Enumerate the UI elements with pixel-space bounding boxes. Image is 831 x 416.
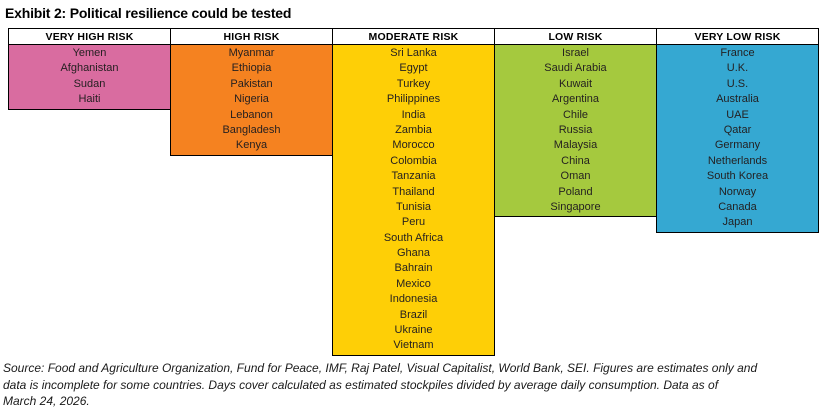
country-cell: Tunisia (395, 200, 432, 213)
country-cell: Ghana (396, 247, 431, 260)
column-header: LOW RISK (494, 28, 657, 45)
country-cell: Canada (718, 200, 757, 213)
country-cell: Singapore (550, 200, 601, 213)
country-cell: Morocco (392, 139, 435, 152)
country-cell: Saudi Arabia (544, 62, 607, 75)
country-cell: Kuwait (558, 77, 593, 90)
risk-table: VERY HIGH RISK Yemen Afghanistan Sudan Hait… (8, 28, 823, 356)
country-cell: Argentina (551, 93, 600, 106)
column-header: HIGH RISK (170, 28, 333, 45)
country-cell: Netherlands (707, 154, 768, 167)
source-line: March 24, 2026. (3, 394, 90, 408)
country-cell: Norway (718, 185, 757, 198)
country-cell: Russia (558, 123, 593, 136)
column-header-label: HIGH RISK (223, 30, 280, 43)
country-cell: Lebanon (230, 108, 273, 121)
country-cell: China (561, 154, 590, 167)
country-cell: Japan (722, 216, 753, 229)
country-cell: Sri Lanka (390, 47, 437, 59)
country-cell: Peru (401, 216, 426, 229)
country-cell: Bangladesh (222, 123, 281, 136)
country-cell: Israel (562, 47, 589, 59)
country-cell: South Korea (706, 170, 769, 183)
column-header: VERY LOW RISK (656, 28, 819, 45)
country-cell: Qatar (723, 123, 752, 136)
risk-column-very-low: VERY LOW RISK France U.K. U.S. Australia UAE… (656, 28, 819, 233)
column-header: VERY HIGH RISK (8, 28, 171, 45)
column-header-label: LOW RISK (548, 30, 603, 43)
country-cell: Haiti (78, 93, 101, 106)
country-cell: Myanmar (228, 47, 275, 59)
country-cell: Zambia (395, 123, 432, 136)
country-list: Myanmar Ethiopia Pakistan Nigeria Lebanon Ban… (170, 45, 333, 156)
country-list: France U.K. U.S. Australia UAE Qatar Germany Ne… (656, 45, 819, 233)
country-cell: U.K. (726, 62, 749, 75)
column-header-label: VERY LOW RISK (694, 30, 781, 43)
country-cell: France (720, 47, 755, 59)
country-cell: Afghanistan (60, 62, 119, 75)
country-cell: Tanzania (391, 170, 436, 183)
column-header-label: VERY HIGH RISK (45, 30, 134, 43)
country-cell: Indonesia (389, 293, 438, 306)
country-cell: Yemen (72, 47, 107, 59)
country-cell: Vietnam (393, 339, 434, 352)
country-cell: UAE (726, 108, 749, 121)
column-header-label: MODERATE RISK (368, 30, 459, 43)
risk-column-high: HIGH RISK Myanmar Ethiopia Pakistan Nigeria… (170, 28, 333, 156)
source-line: data is incomplete for some countries. D… (3, 377, 719, 392)
country-cell: Oman (560, 170, 591, 183)
country-cell: Thailand (392, 185, 435, 198)
country-cell: Ukraine (394, 324, 433, 337)
country-cell: India (401, 108, 426, 121)
country-cell: Mexico (396, 277, 431, 290)
risk-column-moderate: MODERATE RISK Sri Lanka Egypt Turkey Philip… (332, 28, 495, 356)
country-cell: Ethiopia (231, 62, 272, 75)
country-cell: Sudan (73, 77, 106, 90)
country-list: Yemen Afghanistan Sudan Haiti (8, 45, 171, 110)
risk-column-very-high: VERY HIGH RISK Yemen Afghanistan Sudan Hait… (8, 28, 171, 110)
country-cell: Philippines (386, 93, 441, 106)
page-title: Exhibit 2: Political resilience could be… (5, 5, 292, 21)
country-cell: Bahrain (394, 262, 433, 275)
country-cell: Chile (562, 108, 589, 121)
country-cell: Pakistan (230, 77, 273, 90)
country-cell: Brazil (399, 308, 428, 321)
country-list: Israel Saudi Arabia Kuwait Argentina Chile Ru… (494, 45, 657, 218)
country-cell: Kenya (235, 139, 268, 152)
country-cell: Poland (558, 185, 593, 198)
country-cell: South Africa (383, 231, 444, 244)
source-line: Source: Food and Agriculture Organizatio… (3, 361, 758, 375)
risk-column-low: LOW RISK Israel Saudi Arabia Kuwait Argenti… (494, 28, 657, 218)
column-header: MODERATE RISK (332, 28, 495, 45)
country-list: Sri Lanka Egypt Turkey Philippines India Zamb… (332, 45, 495, 356)
country-cell: Turkey (396, 77, 431, 90)
country-cell: U.S. (726, 77, 749, 90)
country-cell: Malaysia (553, 139, 598, 152)
country-cell: Australia (716, 93, 759, 106)
source-note: Source: Food and Agriculture Organizatio… (3, 360, 829, 410)
country-cell: Colombia (390, 154, 437, 167)
country-cell: Germany (714, 139, 761, 152)
country-cell: Nigeria (234, 93, 269, 106)
country-cell: Egypt (399, 62, 428, 75)
